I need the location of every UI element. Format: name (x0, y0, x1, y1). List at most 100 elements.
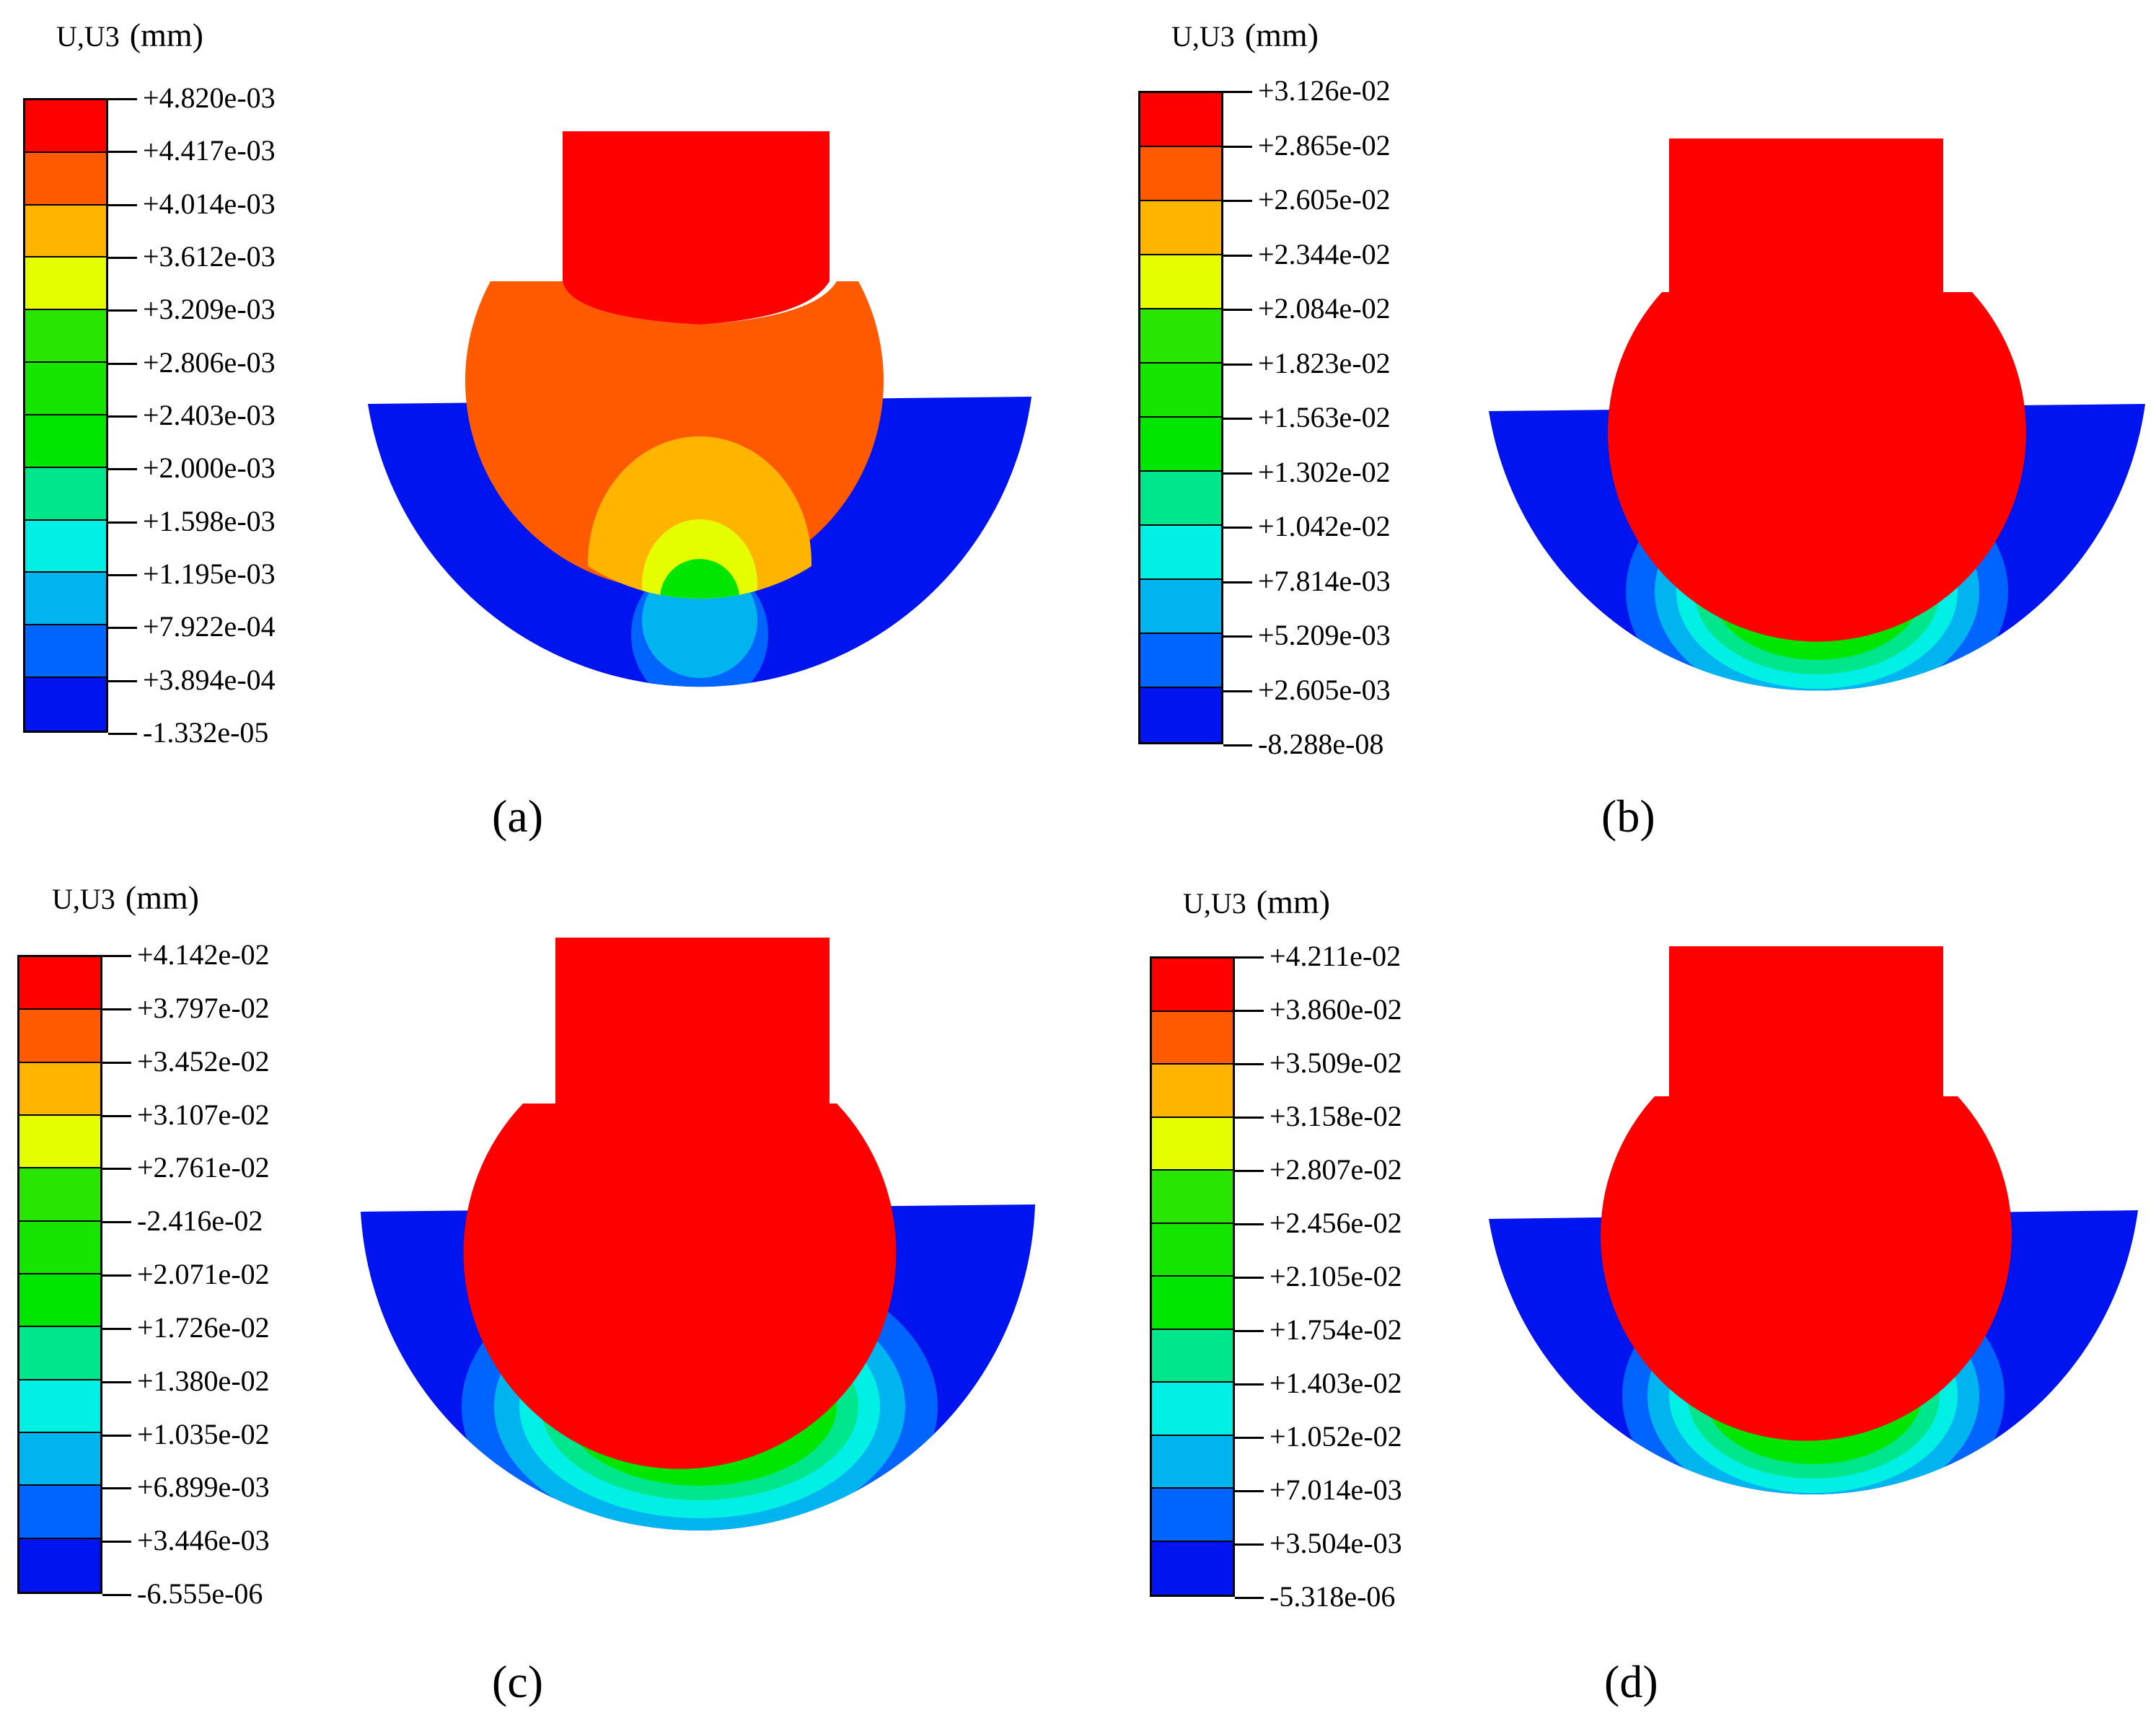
legend-tick (1223, 690, 1252, 692)
legend-tick-label: +4.211e-02 (1270, 940, 1402, 972)
panel-caption: (c) (492, 1656, 544, 1707)
legend-title: U,U3 (mm) (1171, 16, 1319, 54)
legend-tick-label: +6.899e-03 (137, 1471, 270, 1504)
legend-band (25, 363, 106, 415)
legend-band (25, 415, 106, 468)
legend-tick-label: +1.598e-03 (143, 504, 276, 537)
legend-tick (1223, 200, 1252, 202)
legend-tick (1235, 956, 1264, 959)
unit-label: (mm) (125, 879, 199, 916)
legend-band (1152, 1223, 1233, 1277)
legend-tick (1223, 363, 1252, 366)
legend-tick (102, 1434, 131, 1437)
legend-tick (1223, 744, 1252, 746)
legend-tick-label: -6.555e-06 (137, 1577, 263, 1610)
legend-band (25, 520, 106, 573)
legend-tick-label: +2.071e-02 (137, 1258, 270, 1290)
legend-tick (1235, 1277, 1264, 1279)
legend-band (19, 1327, 100, 1380)
legend-band (19, 1486, 100, 1539)
legend-tick-label: +1.302e-02 (1258, 455, 1391, 488)
legend-tick (102, 955, 131, 957)
legend-band (25, 310, 106, 364)
legend-tick-label: +4.417e-03 (143, 134, 276, 167)
legend-tick (1223, 145, 1252, 148)
legend-tick (1235, 1383, 1264, 1386)
contour-model-a (368, 131, 1031, 687)
legend-tick (102, 1594, 131, 1596)
legend-band (19, 1010, 100, 1063)
color-legend (1138, 91, 1223, 744)
legend-tick-label: +1.726e-02 (137, 1311, 270, 1344)
legend-tick-label: +1.380e-02 (137, 1364, 270, 1397)
legend-tick-label: -5.318e-06 (1270, 1580, 1396, 1613)
ball-body (1608, 281, 2026, 642)
legend-tick-label: +2.105e-02 (1270, 1260, 1402, 1292)
legend-band (1140, 634, 1221, 688)
panel-caption: (a) (492, 790, 544, 842)
legend-tick (108, 679, 137, 682)
shaft (563, 131, 830, 325)
legend-tick (108, 309, 137, 312)
legend-tick-label: +1.403e-02 (1270, 1367, 1402, 1399)
legend-tick (1235, 1223, 1264, 1225)
legend-tick (108, 362, 137, 365)
legend-tick-label: +2.605e-02 (1258, 183, 1391, 216)
legend-title: U,U3 (mm) (1183, 883, 1330, 921)
legend-tick-label: -2.416e-02 (137, 1204, 263, 1238)
contour-model-d (1489, 946, 2138, 1495)
legend-tick (1235, 1543, 1264, 1546)
legend-tick (1235, 1437, 1264, 1439)
legend-tick (102, 1487, 131, 1490)
legend-tick (108, 627, 137, 630)
legend-band (1140, 201, 1221, 255)
legend-tick-label: +7.814e-03 (1258, 564, 1391, 597)
legend-tick-label: +3.209e-03 (143, 293, 276, 326)
legend-band (25, 257, 106, 311)
legend-tick (108, 521, 137, 524)
legend-band (1140, 526, 1221, 580)
unit-label: (mm) (1244, 17, 1319, 53)
legend-band (1152, 1065, 1233, 1118)
legend-tick (1223, 527, 1252, 529)
legend-tick (108, 733, 137, 735)
legend-tick-label: +3.894e-04 (143, 663, 276, 696)
legend-tick-label: +1.823e-02 (1258, 346, 1391, 379)
legend-tick (1223, 418, 1252, 420)
legend-tick-label: +2.806e-03 (143, 345, 276, 379)
legend-band (1140, 309, 1221, 364)
legend-tick-label: +2.761e-02 (137, 1151, 270, 1184)
legend-tick-label: +1.052e-02 (1270, 1420, 1402, 1453)
legend-tick-label: +2.403e-03 (143, 399, 276, 431)
unit-label: (mm) (1256, 884, 1330, 920)
legend-tick-label: +1.042e-02 (1258, 510, 1391, 542)
variable-label: U,U3 (1183, 887, 1246, 920)
panel-caption: (b) (1601, 790, 1655, 842)
legend-band (1152, 1117, 1233, 1171)
legend-band (1152, 1489, 1233, 1542)
legend-tick-label: -1.332e-05 (143, 716, 269, 749)
legend-tick (108, 574, 137, 576)
legend-band (1152, 1277, 1233, 1330)
legend-band (1152, 959, 1233, 1012)
variable-label: U,U3 (52, 883, 115, 915)
legend-tick (1235, 1063, 1264, 1065)
legend-tick-label: +3.126e-02 (1258, 74, 1391, 107)
legend-tick-label: +2.865e-02 (1258, 128, 1391, 162)
legend-tick-label: +3.107e-02 (137, 1098, 270, 1131)
legend-tick (102, 1541, 131, 1543)
panel-d: U,U3 (mm) (d) +4.211e-02 +3.860e-02 +3.509e… (1078, 865, 2155, 1731)
legend-tick-label: +3.797e-02 (137, 991, 270, 1024)
legend-tick-label: +3.612e-03 (143, 240, 276, 273)
legend-band (25, 678, 106, 731)
legend-tick (102, 1327, 131, 1330)
legend-tick (108, 203, 137, 206)
variable-label: U,U3 (56, 20, 120, 53)
legend-tick-label: +2.605e-03 (1258, 673, 1391, 706)
panel-a: U,U3 (mm) (a) +4.820e-03 +4.417e-03 +4.014e… (0, 0, 1078, 865)
variable-label: U,U3 (1171, 20, 1235, 53)
legend-band (1140, 364, 1221, 418)
color-legend (23, 98, 108, 733)
legend-tick (1223, 581, 1252, 583)
color-legend (1150, 956, 1235, 1597)
